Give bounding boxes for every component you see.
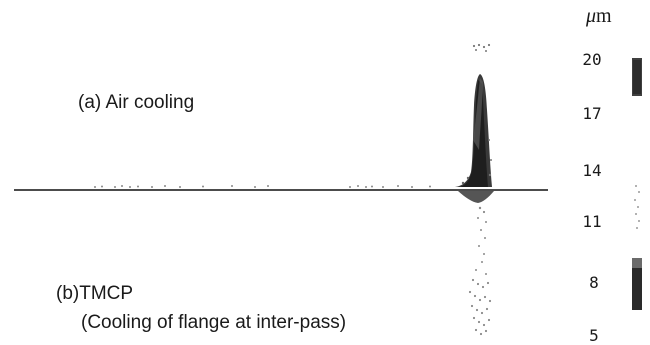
scale-segment-mid [633, 60, 641, 94]
air-cooling-peak [455, 74, 492, 187]
air-cooling-label: (a) Air cooling [78, 92, 195, 113]
baseline-speckles [94, 185, 431, 188]
scale-unit-mu: μ [586, 5, 597, 27]
scale-tick-11: 11 [582, 212, 602, 231]
tmcp-sublabel: (Cooling of flange at inter-pass) [81, 312, 347, 333]
tmcp-speckles [458, 191, 494, 336]
scale-tick-8: 8 [589, 273, 599, 292]
scale-tick-14: 14 [582, 161, 602, 180]
scale-unit: μm [586, 5, 612, 28]
depth-scale-bar [632, 58, 642, 310]
scale-segment-light-speckles [634, 185, 640, 229]
scale-tick-5: 5 [589, 326, 599, 345]
scale-unit-m: m [596, 5, 612, 27]
tmcp-label: (b)TMCP [56, 283, 134, 304]
scale-tick-20: 20 [582, 50, 602, 69]
peak-top-speckles [472, 43, 491, 52]
scale-segment-dark-bottom [632, 258, 642, 310]
scale-tick-17: 17 [582, 104, 602, 123]
